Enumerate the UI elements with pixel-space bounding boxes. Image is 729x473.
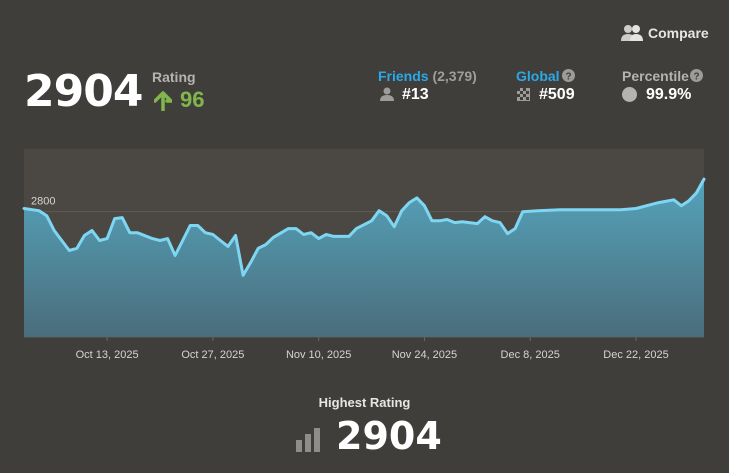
percentile-icon [622,87,637,102]
friends-header: Friends (2,379) [378,68,477,84]
x-tick-label: Oct 27, 2025 [181,349,244,361]
area [24,179,704,337]
x-tick-label: Dec 8, 2025 [501,349,560,361]
svg-text:?: ? [693,72,699,83]
friends-link[interactable]: Friends [378,68,429,84]
checker-icon [517,88,530,101]
y-tick-label: 2800 [31,196,55,208]
x-tick-label: Nov 10, 2025 [286,349,351,361]
rating-change: 96 [180,87,205,112]
line [22,177,706,277]
global-rank: #509 [539,86,575,103]
svg-text:?: ? [565,72,571,83]
highest-label: Highest Rating [318,395,411,410]
compare-button[interactable]: Compare [620,24,709,42]
percentile-value: 99.9% [646,86,692,103]
help-icon[interactable]: ? [690,69,703,82]
help-icon[interactable]: ? [562,69,575,82]
global-link[interactable]: Global [516,68,560,84]
friends-count: (2,379) [432,68,477,84]
rating-label: Rating [152,69,196,85]
highest-value: 2904 [336,414,442,458]
percentile-label: Percentile [622,68,689,84]
x-tick-label: Oct 13, 2025 [76,349,139,361]
rating-value: 2904 [24,66,143,117]
friends-rank: #13 [402,86,429,103]
compare-label: Compare [648,25,709,41]
bar-icon [296,428,320,452]
compare-icon [621,25,643,41]
x-tick-label: Dec 22, 2025 [603,349,668,361]
x-tick-label: Nov 24, 2025 [392,349,457,361]
up-arrow [154,91,172,111]
user-icon [380,87,394,101]
